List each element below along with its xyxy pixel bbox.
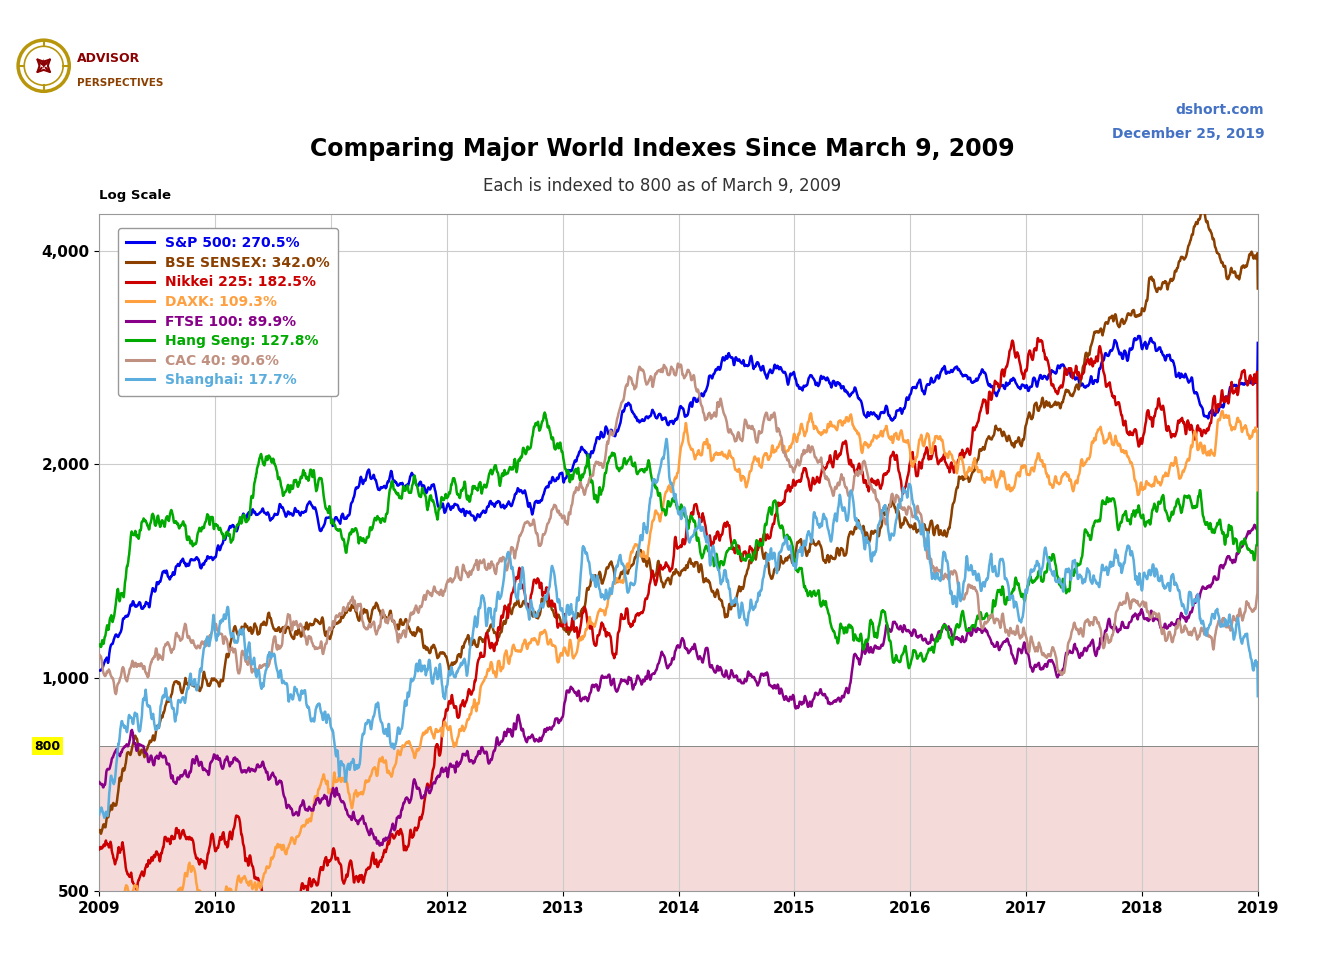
Text: ADVISOR: ADVISOR <box>77 52 140 65</box>
Text: dshort.com: dshort.com <box>1176 103 1264 117</box>
Text: Comparing Major World Indexes Since March 9, 2009: Comparing Major World Indexes Since Marc… <box>310 136 1014 161</box>
Text: Log Scale: Log Scale <box>99 189 171 202</box>
Text: PERSPECTIVES: PERSPECTIVES <box>77 78 163 88</box>
Text: December 25, 2019: December 25, 2019 <box>1112 128 1264 141</box>
Text: ✦: ✦ <box>38 58 49 73</box>
Text: 800: 800 <box>34 740 60 753</box>
Legend: S&P 500: 270.5%, BSE SENSEX: 342.0%, Nikkei 225: 182.5%, DAXK: 109.3%, FTSE 100:: S&P 500: 270.5%, BSE SENSEX: 342.0%, Nik… <box>118 228 338 395</box>
Text: Each is indexed to 800 as of March 9, 2009: Each is indexed to 800 as of March 9, 20… <box>483 177 841 195</box>
Bar <box>99 746 1258 891</box>
